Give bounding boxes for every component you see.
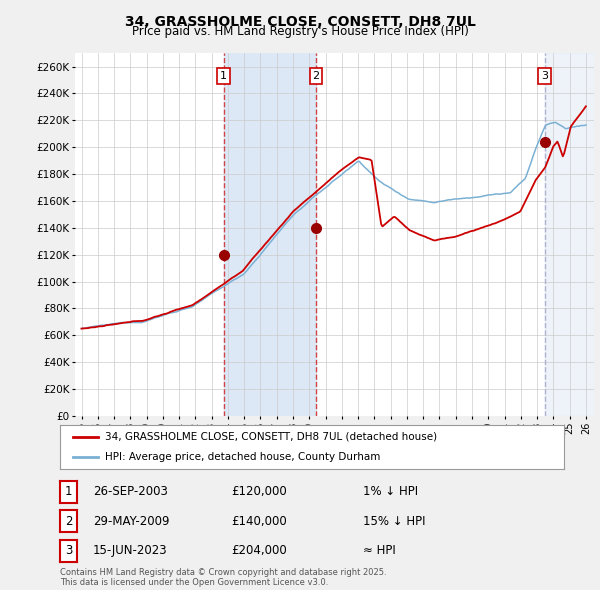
Text: 34, GRASSHOLME CLOSE, CONSETT, DH8 7UL: 34, GRASSHOLME CLOSE, CONSETT, DH8 7UL (125, 15, 475, 29)
Text: £204,000: £204,000 (231, 544, 287, 558)
Text: 3: 3 (65, 544, 72, 558)
Text: 3: 3 (541, 71, 548, 81)
Text: 34, GRASSHOLME CLOSE, CONSETT, DH8 7UL (detached house): 34, GRASSHOLME CLOSE, CONSETT, DH8 7UL (… (106, 432, 437, 442)
Text: 1: 1 (65, 485, 72, 499)
Text: Price paid vs. HM Land Registry's House Price Index (HPI): Price paid vs. HM Land Registry's House … (131, 25, 469, 38)
Text: 15-JUN-2023: 15-JUN-2023 (93, 544, 167, 558)
Bar (224, 53, 316, 416)
Text: 29-MAY-2009: 29-MAY-2009 (93, 514, 170, 528)
Text: HPI: Average price, detached house, County Durham: HPI: Average price, detached house, Coun… (106, 452, 381, 462)
Text: £140,000: £140,000 (231, 514, 287, 528)
Text: 1% ↓ HPI: 1% ↓ HPI (363, 485, 418, 499)
Text: 1: 1 (220, 71, 227, 81)
Text: 2: 2 (313, 71, 320, 81)
Text: 15% ↓ HPI: 15% ↓ HPI (363, 514, 425, 528)
Text: Contains HM Land Registry data © Crown copyright and database right 2025.
This d: Contains HM Land Registry data © Crown c… (60, 568, 386, 587)
Text: £120,000: £120,000 (231, 485, 287, 499)
Text: ≈ HPI: ≈ HPI (363, 544, 396, 558)
Bar (545, 53, 594, 416)
Text: 26-SEP-2003: 26-SEP-2003 (93, 485, 168, 499)
Text: 2: 2 (65, 514, 72, 528)
